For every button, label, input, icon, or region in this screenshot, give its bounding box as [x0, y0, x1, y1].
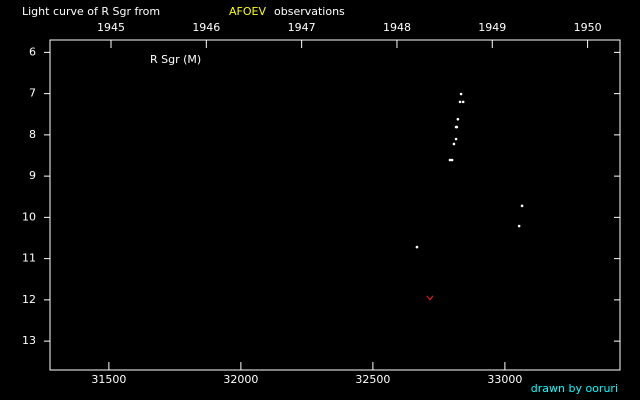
credit: drawn by ooruri [531, 382, 618, 395]
y-tick-label: 9 [29, 169, 36, 182]
data-point [452, 142, 456, 146]
data-point [459, 92, 463, 96]
data-point [458, 100, 462, 104]
x2-tick-label: 1946 [192, 21, 220, 34]
y-tick-label: 11 [22, 252, 36, 265]
data-point [448, 158, 452, 162]
x-tick-label: 32500 [355, 373, 390, 386]
x-tick-label: 31500 [91, 373, 126, 386]
x2-tick-label: 1947 [288, 21, 316, 34]
x2-tick-label: 1948 [383, 21, 411, 34]
y-tick-label: 12 [22, 293, 36, 306]
y-tick-label: 8 [29, 128, 36, 141]
x2-tick-label: 1950 [574, 21, 602, 34]
x2-tick-label: 1949 [478, 21, 506, 34]
y-tick-label: 10 [22, 210, 36, 223]
title-part: Light curve of R Sgr from [22, 5, 160, 18]
x-tick-label: 33000 [487, 373, 522, 386]
x2-tick-label: 1945 [97, 21, 125, 34]
data-point [461, 100, 465, 104]
y-tick-label: 6 [29, 45, 36, 58]
data-point [517, 224, 521, 228]
data-point [450, 158, 454, 162]
data-point [454, 137, 458, 141]
y-tick-label: 13 [22, 334, 36, 347]
title-part: AFOEV [229, 5, 266, 18]
data-point [455, 125, 459, 129]
title-part: observations [274, 5, 345, 18]
data-point [415, 245, 419, 249]
y-tick-label: 7 [29, 87, 36, 100]
plot-frame [49, 39, 621, 371]
x-tick-label: 32000 [223, 373, 258, 386]
data-point [520, 204, 524, 208]
series-label: R Sgr (M) [150, 53, 201, 66]
data-point [456, 117, 460, 121]
data-point [426, 295, 434, 301]
